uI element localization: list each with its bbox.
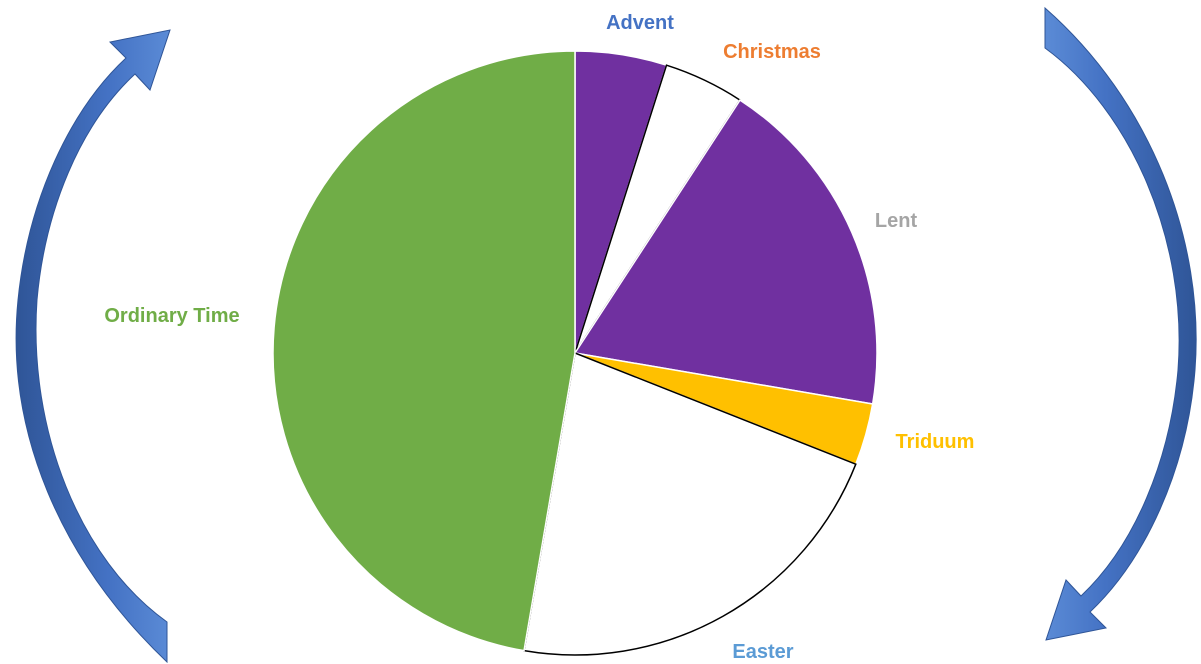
slice-label-triduum: Triduum	[896, 431, 975, 453]
slice-label-christmas: Christmas	[723, 41, 821, 63]
slice-label-ordinary-time: Ordinary Time	[104, 305, 239, 327]
slice-label-easter: Easter	[732, 641, 793, 663]
pie-slice-ordinary-time	[272, 50, 576, 652]
pie-slices	[272, 50, 878, 656]
pie-slice-lent	[573, 99, 878, 405]
slice-label-advent: Advent	[606, 12, 674, 34]
curved-arrow-down-icon	[1044, 6, 1197, 641]
curved-arrow-up-icon	[15, 29, 171, 664]
pie-slice-easter	[523, 351, 857, 656]
pie-labels: Advent Christmas Lent Triduum Easter Ord…	[104, 12, 974, 663]
slice-label-lent: Lent	[875, 210, 918, 232]
